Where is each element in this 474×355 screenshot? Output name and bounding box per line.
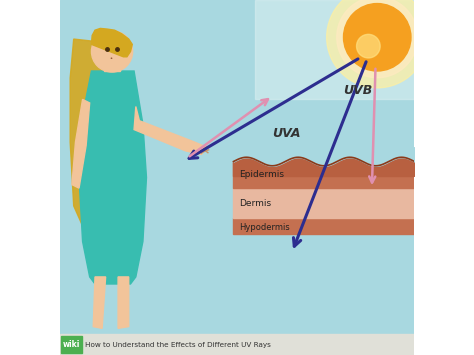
Bar: [60, 334, 414, 355]
Bar: [234, 218, 414, 234]
Text: How to Understand the Effects of Different UV Rays: How to Understand the Effects of Differe…: [85, 342, 271, 348]
Circle shape: [337, 0, 418, 78]
Bar: [104, 57, 120, 71]
Circle shape: [356, 34, 380, 58]
Polygon shape: [134, 106, 207, 154]
Bar: [234, 162, 414, 176]
Bar: [234, 188, 414, 218]
Polygon shape: [93, 277, 106, 328]
Bar: [234, 162, 414, 188]
Bar: [255, 0, 414, 99]
Polygon shape: [79, 71, 146, 284]
Polygon shape: [72, 99, 90, 188]
Bar: [61, 336, 82, 353]
Polygon shape: [70, 39, 120, 241]
Circle shape: [91, 31, 133, 72]
Text: wiki: wiki: [63, 340, 80, 349]
Text: Hypodermis: Hypodermis: [239, 223, 290, 231]
Text: UVB: UVB: [344, 84, 373, 97]
Text: Epidermis: Epidermis: [239, 170, 284, 179]
Polygon shape: [91, 28, 132, 57]
Circle shape: [344, 4, 411, 71]
Text: Dermis: Dermis: [239, 199, 271, 208]
Polygon shape: [118, 277, 129, 328]
Circle shape: [327, 0, 428, 88]
Text: UVA: UVA: [273, 127, 301, 140]
